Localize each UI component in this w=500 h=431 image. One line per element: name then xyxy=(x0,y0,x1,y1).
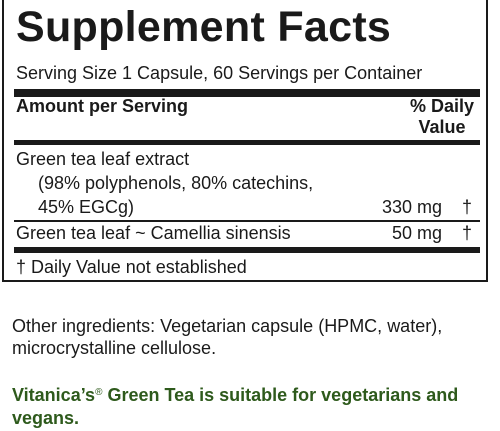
daily-value-header-line2: Value xyxy=(418,117,466,137)
ingredient-name: Green tea leaf extract xyxy=(16,149,190,169)
tagline-text: Green Tea is suitable for vegetarians an… xyxy=(12,385,459,428)
daily-value-header: % Daily Value xyxy=(410,96,474,138)
daily-value-dagger: † xyxy=(461,223,472,243)
ingredient-name: Green tea leaf ~ Camellia sinensis xyxy=(16,223,291,243)
panel-title: Supplement Facts xyxy=(16,3,392,51)
other-ingredients: Other ingredients: Vegetarian capsule (H… xyxy=(12,316,443,358)
serving-size-line: Serving Size 1 Capsule, 60 Servings per … xyxy=(16,63,423,83)
vegetarian-tagline: Vitanica’s® Green Tea is suitable for ve… xyxy=(12,381,482,430)
divider-thick xyxy=(14,89,480,97)
amount-per-serving-header: Amount per Serving xyxy=(16,96,189,116)
divider-thick xyxy=(14,247,480,253)
divider-medium xyxy=(14,140,480,145)
brand-name: Vitanica’s xyxy=(12,385,96,405)
ingredient-amount: 50 mg xyxy=(391,223,442,243)
footnote: † Daily Value not established xyxy=(16,257,247,277)
divider-thin xyxy=(14,220,480,222)
registered-mark: ® xyxy=(95,387,103,398)
ingredient-detail: 45% EGCg) xyxy=(38,197,135,217)
supplement-facts-panel: Supplement Facts Serving Size 1 Capsule,… xyxy=(2,0,488,282)
ingredient-detail: (98% polyphenols, 80% catechins, xyxy=(38,173,314,193)
ingredient-amount: 330 mg xyxy=(381,197,442,217)
daily-value-dagger: † xyxy=(461,197,472,217)
daily-value-header-line1: % Daily xyxy=(409,96,474,116)
